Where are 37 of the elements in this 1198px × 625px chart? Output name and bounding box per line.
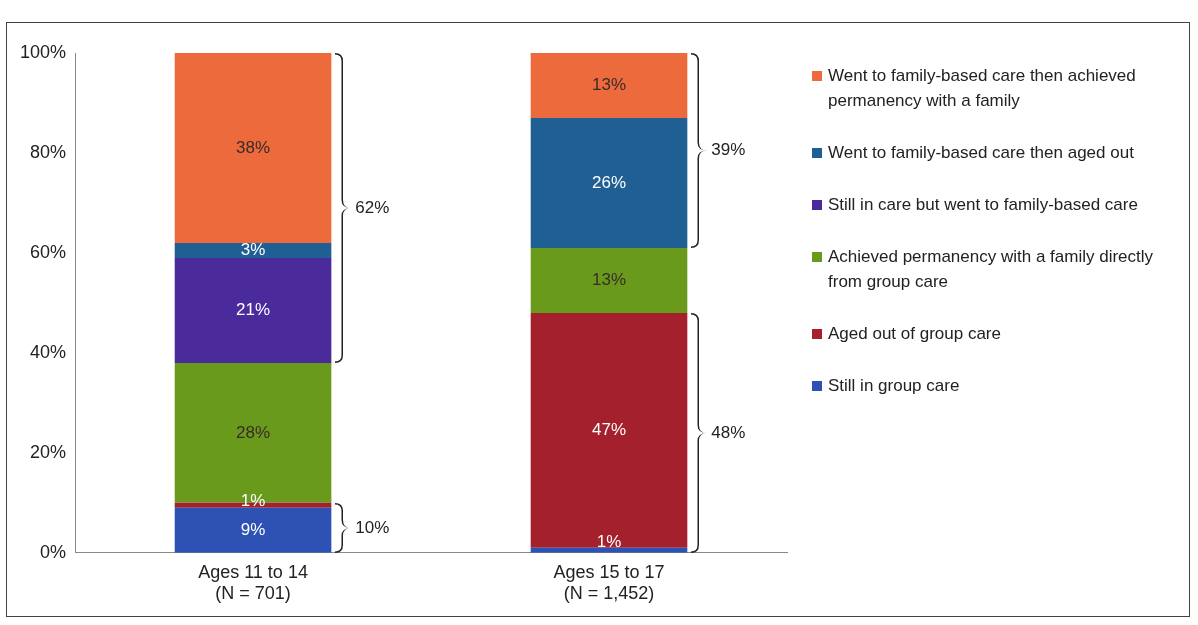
legend-label: Went to family-based care then aged out (828, 142, 1134, 164)
data-label: 28% (236, 422, 271, 442)
data-label: 47% (591, 420, 627, 440)
data-label: 13% (591, 75, 627, 95)
legend-label: Achieved permanency with a family directly from group care (828, 246, 1155, 293)
y-tick-label: 20% (30, 441, 67, 462)
bar (530, 247, 688, 313)
legend-label: Went to family-based care then achieved permanency with a family (828, 65, 1137, 112)
y-tick-label: 60% (30, 241, 67, 262)
data-label: 38% (236, 137, 271, 157)
data-label: 13% (591, 270, 627, 290)
y-tick-label: 0% (40, 541, 67, 562)
data-label: 9% (240, 520, 266, 539)
bar (530, 312, 688, 548)
bar (174, 242, 332, 258)
data-label: 3% (240, 240, 266, 260)
bar (174, 257, 332, 363)
bar (530, 117, 688, 248)
y-tick-label: 100% (19, 41, 67, 62)
annotation: 10% (355, 517, 390, 538)
data-label: 1% (596, 532, 622, 552)
x-tick-label: Ages 11 to 14 (N = 701) (198, 561, 308, 604)
legend-label: Still in group care (828, 375, 960, 397)
data-label: 21% (236, 300, 271, 320)
data-label: 1% (240, 490, 266, 510)
legend-label: Aged out of group care (828, 323, 1001, 345)
bar (530, 53, 688, 118)
annotation: 48% (711, 422, 746, 443)
x-tick-label: Ages 15 to 17 (N = 1,452) (553, 561, 665, 604)
annotation: 39% (711, 140, 746, 161)
bar (174, 507, 332, 553)
legend-label: Still in care but went to family-based care (828, 194, 1138, 216)
y-tick-label: 40% (30, 341, 67, 362)
bar (174, 53, 332, 243)
y-tick-label: 80% (30, 141, 67, 162)
annotation: 62% (355, 197, 390, 218)
data-label: 26% (591, 172, 627, 192)
